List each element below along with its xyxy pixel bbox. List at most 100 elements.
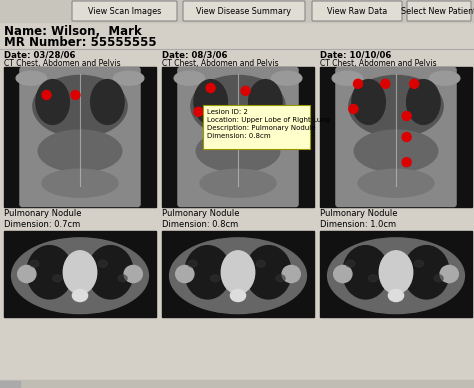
- Circle shape: [215, 116, 224, 125]
- Ellipse shape: [118, 275, 127, 282]
- Text: Date: 10/10/06: Date: 10/10/06: [320, 50, 392, 59]
- Circle shape: [402, 132, 411, 142]
- Text: Pulmonary Nodule
Dimension: 0.8cm: Pulmonary Nodule Dimension: 0.8cm: [162, 209, 239, 229]
- Ellipse shape: [113, 71, 144, 85]
- Ellipse shape: [352, 80, 385, 125]
- Ellipse shape: [191, 75, 285, 137]
- Ellipse shape: [343, 246, 388, 299]
- Ellipse shape: [434, 275, 443, 282]
- Ellipse shape: [30, 260, 39, 267]
- Bar: [0, 0, 474, 22]
- Ellipse shape: [388, 289, 403, 301]
- Ellipse shape: [38, 130, 122, 172]
- Ellipse shape: [36, 80, 69, 125]
- Bar: [162, 67, 314, 207]
- Bar: [320, 231, 472, 317]
- Ellipse shape: [27, 246, 73, 299]
- Circle shape: [381, 79, 390, 88]
- Ellipse shape: [210, 275, 220, 282]
- Text: CT Chest, Abdomen and Pelvis: CT Chest, Abdomen and Pelvis: [4, 59, 120, 68]
- Text: Pulmonary Nodule
Dimension: 0.7cm: Pulmonary Nodule Dimension: 0.7cm: [4, 209, 82, 229]
- Ellipse shape: [16, 71, 46, 85]
- Ellipse shape: [18, 265, 36, 282]
- FancyBboxPatch shape: [177, 67, 299, 207]
- Bar: [162, 231, 314, 317]
- FancyBboxPatch shape: [19, 67, 141, 207]
- Ellipse shape: [276, 275, 285, 282]
- Bar: [320, 67, 472, 207]
- Ellipse shape: [332, 71, 363, 85]
- Text: View Disease Summary: View Disease Summary: [197, 7, 292, 16]
- Text: Name: Wilson,  Mark: Name: Wilson, Mark: [4, 25, 142, 38]
- Ellipse shape: [369, 275, 378, 282]
- Circle shape: [206, 83, 215, 92]
- Ellipse shape: [11, 238, 148, 314]
- Ellipse shape: [230, 289, 246, 301]
- Ellipse shape: [346, 260, 355, 267]
- Bar: [0, 380, 474, 388]
- Ellipse shape: [429, 71, 460, 85]
- Ellipse shape: [379, 251, 413, 294]
- Bar: [0, 381, 20, 387]
- Ellipse shape: [88, 246, 133, 299]
- Circle shape: [226, 132, 235, 142]
- Ellipse shape: [185, 246, 230, 299]
- Ellipse shape: [256, 260, 265, 267]
- Ellipse shape: [221, 251, 255, 294]
- Ellipse shape: [98, 260, 107, 267]
- FancyBboxPatch shape: [312, 1, 402, 21]
- Text: View Raw Data: View Raw Data: [327, 7, 387, 16]
- Ellipse shape: [249, 80, 282, 125]
- Ellipse shape: [33, 75, 127, 137]
- Ellipse shape: [196, 130, 280, 172]
- FancyBboxPatch shape: [72, 1, 177, 21]
- Ellipse shape: [64, 251, 97, 294]
- Text: Date: 03/28/06: Date: 03/28/06: [4, 50, 75, 59]
- Circle shape: [42, 90, 51, 99]
- Circle shape: [349, 104, 358, 114]
- Ellipse shape: [174, 71, 205, 85]
- Ellipse shape: [403, 246, 449, 299]
- Circle shape: [402, 158, 411, 167]
- Ellipse shape: [354, 130, 438, 172]
- Ellipse shape: [407, 80, 440, 125]
- Ellipse shape: [42, 169, 118, 197]
- Text: Lesion ID: 2
Location: Upper Lobe of Right Lung
Description: Pulmonary Nodule
Di: Lesion ID: 2 Location: Upper Lobe of Rig…: [207, 109, 330, 139]
- Text: CT Chest, Abdomen and Pelvis: CT Chest, Abdomen and Pelvis: [162, 59, 279, 68]
- Circle shape: [241, 86, 250, 95]
- Ellipse shape: [358, 169, 434, 197]
- Ellipse shape: [176, 265, 194, 282]
- Text: CT Chest, Abdomen and Pelvis: CT Chest, Abdomen and Pelvis: [320, 59, 437, 68]
- Ellipse shape: [91, 80, 124, 125]
- Text: Date: 08/3/06: Date: 08/3/06: [162, 50, 228, 59]
- Ellipse shape: [188, 260, 197, 267]
- Bar: [4, 67, 156, 207]
- Ellipse shape: [246, 246, 291, 299]
- Text: Select New Patient: Select New Patient: [401, 7, 474, 16]
- Ellipse shape: [200, 169, 276, 197]
- FancyBboxPatch shape: [183, 1, 305, 21]
- Circle shape: [71, 90, 80, 99]
- Circle shape: [402, 111, 411, 121]
- Ellipse shape: [170, 238, 306, 314]
- Ellipse shape: [272, 71, 302, 85]
- Ellipse shape: [334, 265, 352, 282]
- Ellipse shape: [194, 80, 228, 125]
- Ellipse shape: [328, 238, 465, 314]
- Text: MR Number: 55555555: MR Number: 55555555: [4, 36, 156, 49]
- Bar: [4, 231, 156, 317]
- Circle shape: [194, 107, 203, 116]
- Circle shape: [354, 79, 363, 88]
- Ellipse shape: [440, 265, 458, 282]
- FancyBboxPatch shape: [407, 1, 471, 21]
- FancyBboxPatch shape: [203, 105, 310, 149]
- Ellipse shape: [349, 75, 443, 137]
- Text: View Scan Images: View Scan Images: [88, 7, 161, 16]
- Circle shape: [410, 79, 419, 88]
- Ellipse shape: [73, 289, 88, 301]
- Ellipse shape: [53, 275, 62, 282]
- Ellipse shape: [282, 265, 301, 282]
- FancyBboxPatch shape: [335, 67, 457, 207]
- Ellipse shape: [124, 265, 142, 282]
- Ellipse shape: [414, 260, 423, 267]
